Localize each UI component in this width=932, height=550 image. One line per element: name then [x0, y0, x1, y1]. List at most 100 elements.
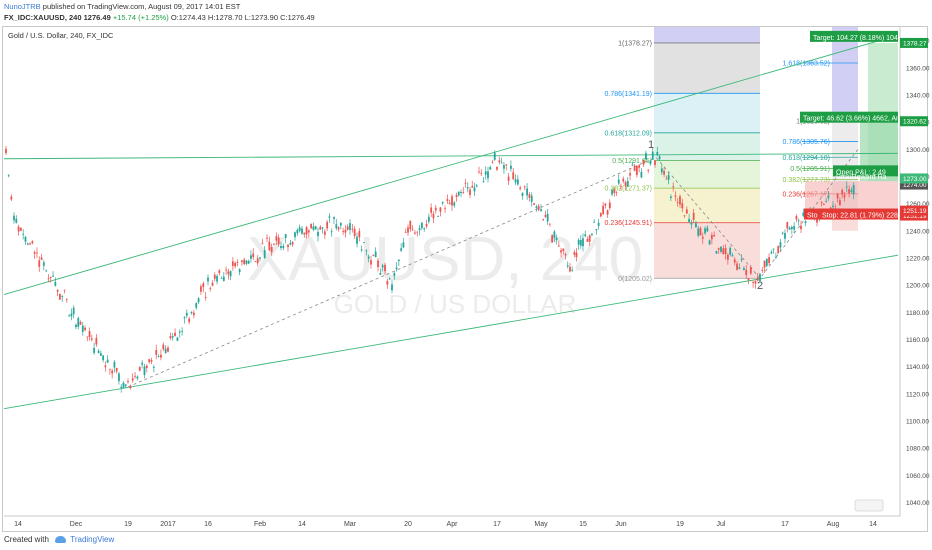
fib-zone — [654, 160, 760, 189]
candle-body — [672, 186, 675, 188]
candle-body — [475, 185, 478, 187]
candle-body — [423, 228, 426, 230]
candle-body — [617, 179, 620, 184]
candle-body — [197, 298, 200, 303]
candle-body — [49, 277, 52, 278]
x-tick-label: Mar — [344, 521, 357, 528]
candle-body — [770, 252, 773, 254]
candle-body — [674, 195, 677, 197]
candle-body — [530, 195, 533, 202]
candle-body — [516, 179, 519, 185]
candle-body — [10, 196, 13, 200]
candle-body — [484, 171, 487, 175]
candle-body — [381, 265, 384, 268]
candle-body — [577, 239, 580, 245]
x-tick-label: 20 — [404, 521, 412, 528]
candle-body — [169, 336, 172, 339]
price-tag-bg — [900, 179, 928, 190]
candle-body — [266, 237, 268, 239]
x-tick-label: 2017 — [160, 521, 176, 528]
ext-label: 0.382(1277.73) — [783, 177, 830, 184]
target-label-1-bg — [810, 30, 898, 42]
candle-body — [414, 232, 416, 234]
candle-body — [733, 259, 736, 263]
candle-body — [690, 222, 693, 225]
candle-body — [487, 171, 489, 179]
candle-body — [439, 207, 442, 212]
candle-body — [171, 336, 174, 338]
candle-body — [328, 216, 331, 218]
y-tick-label: 1260.00 — [906, 201, 930, 208]
target-label-2-bg — [800, 111, 898, 123]
created-with-text: Created with — [4, 535, 49, 544]
tradingview-brand[interactable]: TradingView — [70, 535, 115, 544]
y-tick-label: 1160.00 — [906, 337, 929, 344]
candle-body — [816, 217, 818, 223]
ext-label: 1.618(1363.52) — [783, 60, 830, 67]
candle-body — [665, 178, 668, 180]
candle-body — [704, 228, 706, 234]
candle-body — [731, 255, 734, 257]
candle-body — [642, 160, 645, 165]
y-tick-label: 1340.00 — [906, 92, 930, 99]
candle-body — [647, 169, 650, 171]
resistance-line — [3, 152, 899, 160]
y-tick-label: 1220.00 — [906, 255, 930, 262]
x-tick-label: Jun — [615, 521, 626, 528]
target-label-2: Target: 46.62 (3.66%) 4662, An — [803, 116, 900, 123]
candle-body — [448, 202, 451, 205]
candle-body — [420, 222, 423, 229]
candle-body — [367, 256, 370, 259]
candle-body — [178, 331, 181, 333]
candle-body — [250, 255, 252, 259]
candle-body — [820, 202, 823, 203]
y-tick-label: 1040.00 — [906, 500, 930, 507]
candle-body — [708, 240, 711, 245]
candle-body — [404, 231, 407, 233]
candle-body — [218, 270, 221, 274]
candle-body — [434, 207, 437, 211]
candle-body — [679, 196, 681, 205]
candle-body — [5, 148, 7, 154]
candle-body — [56, 290, 59, 292]
channel-lower — [3, 254, 899, 410]
candle-body — [850, 190, 853, 192]
candle-body — [781, 232, 784, 234]
candle-body — [192, 312, 195, 316]
candle-body — [384, 264, 386, 272]
candle-body — [645, 153, 647, 160]
candle-body — [667, 175, 670, 180]
candle-body — [660, 168, 663, 173]
y-tick-label: 1140.00 — [906, 364, 929, 371]
x-tick-label: Feb — [254, 521, 266, 528]
candle-body — [99, 353, 102, 356]
candle-body — [551, 235, 554, 243]
candle-body — [777, 246, 780, 254]
candle-body — [685, 209, 688, 214]
candle-body — [122, 382, 125, 389]
candle-body — [19, 227, 22, 231]
candle-body — [150, 360, 153, 362]
candle-body — [626, 180, 629, 187]
candle-body — [106, 359, 109, 363]
candle-body — [549, 223, 551, 225]
candle-body — [631, 164, 634, 166]
candle-body — [54, 281, 57, 286]
candle-body — [546, 213, 549, 222]
candle-body — [289, 242, 292, 245]
candle-body — [437, 215, 440, 217]
candle-body — [656, 152, 659, 156]
candle-body — [213, 274, 216, 279]
price-tag-bg — [900, 116, 928, 127]
candle-body — [24, 236, 27, 242]
candle-body — [729, 247, 732, 255]
candle-body — [768, 257, 770, 264]
candle-body — [569, 266, 571, 272]
candle-body — [386, 281, 389, 285]
candle-body — [692, 212, 695, 220]
candle-body — [138, 367, 141, 371]
candle-body — [200, 286, 202, 292]
author-link[interactable]: NunoJTRB — [4, 2, 41, 11]
candle-body — [152, 366, 155, 368]
